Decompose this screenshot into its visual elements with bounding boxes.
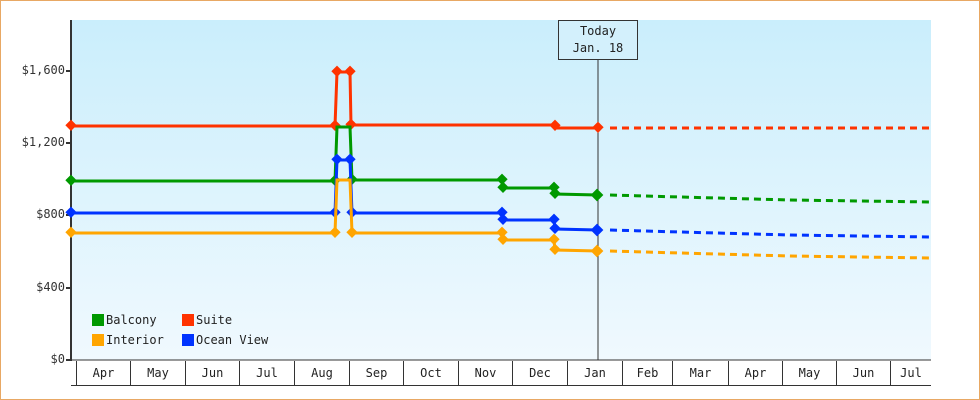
legend-swatch-icon bbox=[182, 334, 194, 346]
legend-item-ocean-view: Ocean View bbox=[182, 332, 268, 348]
y-tick-1200: $1,200 bbox=[21, 135, 65, 149]
y-tick-0: $0 bbox=[50, 352, 65, 366]
legend-item-interior: Interior bbox=[92, 332, 164, 348]
today-label: Today bbox=[579, 24, 617, 38]
legend-swatch-icon bbox=[92, 334, 104, 346]
x-tick-month: Jul bbox=[239, 361, 294, 385]
x-tick-month: Sep bbox=[349, 361, 403, 385]
series-balcony bbox=[65, 125, 932, 204]
y-tick-800: $800 bbox=[36, 207, 65, 221]
x-tick-month: Jun bbox=[185, 361, 239, 385]
x-tick-month: Mar bbox=[672, 361, 728, 385]
series-ocean-view bbox=[65, 153, 932, 239]
today-marker: Today Jan. 18 bbox=[558, 20, 638, 60]
y-tick-400: $400 bbox=[36, 280, 65, 294]
legend-label: Interior bbox=[106, 333, 164, 347]
x-tick-month: Jun bbox=[836, 361, 890, 385]
x-tick-month: Jul bbox=[890, 361, 931, 385]
series-suite bbox=[65, 65, 931, 133]
x-tick-month: Apr bbox=[728, 361, 782, 385]
x-tick-month: Aug bbox=[294, 361, 349, 385]
x-tick-month: Feb bbox=[622, 361, 672, 385]
y-tick-1600: $1,600 bbox=[21, 63, 65, 77]
x-tick-month: Dec bbox=[512, 361, 567, 385]
legend-swatch-icon bbox=[92, 314, 104, 326]
x-tick-month: Oct bbox=[403, 361, 458, 385]
x-axis-baseline bbox=[71, 385, 931, 386]
legend-label: Suite bbox=[196, 313, 233, 327]
x-tick-month: May bbox=[130, 361, 185, 385]
today-date: Jan. 18 bbox=[572, 41, 624, 55]
x-tick-month: Apr bbox=[76, 361, 130, 385]
x-tick-month: May bbox=[782, 361, 836, 385]
x-tick-month: Jan bbox=[567, 361, 622, 385]
series-interior bbox=[65, 178, 932, 260]
legend-label: Balcony bbox=[106, 313, 157, 327]
legend-item-suite: Suite bbox=[182, 312, 232, 328]
legend-swatch-icon bbox=[182, 314, 194, 326]
legend-label: Ocean View bbox=[196, 333, 269, 347]
legend-item-balcony: Balcony bbox=[92, 312, 157, 328]
x-tick-month: Nov bbox=[458, 361, 512, 385]
